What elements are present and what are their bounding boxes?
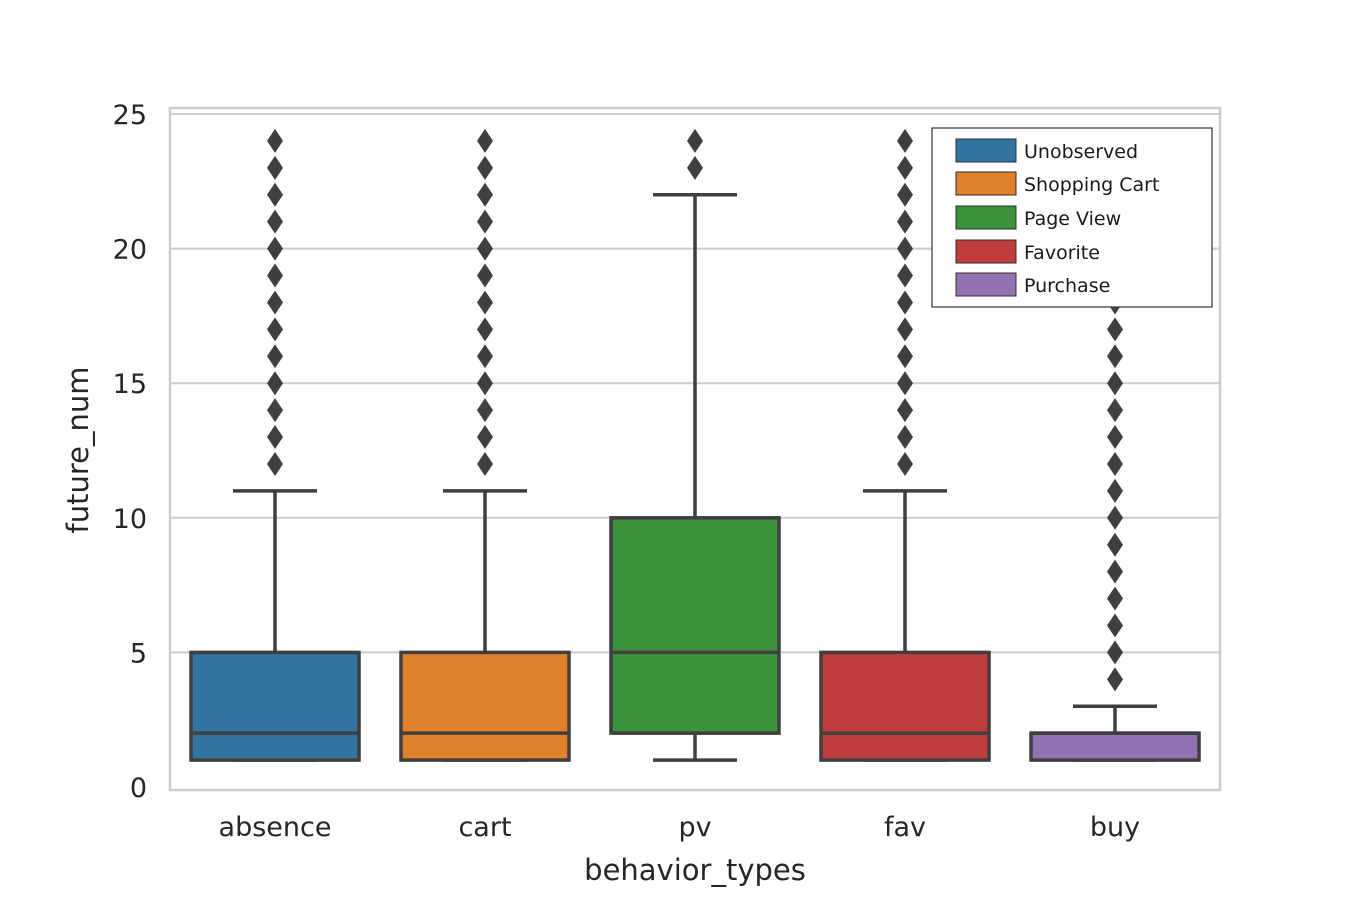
box-cart — [399, 128, 571, 762]
legend-swatch — [955, 205, 1017, 230]
box-absence — [189, 128, 361, 762]
outlier-point — [267, 263, 283, 288]
box-fav — [819, 128, 991, 762]
outlier-point — [897, 371, 913, 396]
outlier-point — [1107, 344, 1123, 369]
outlier-point — [477, 317, 493, 342]
legend-swatch — [955, 272, 1017, 297]
outlier-point — [897, 425, 913, 450]
outlier-point — [267, 425, 283, 450]
outlier-point — [267, 344, 283, 369]
outlier-point — [267, 398, 283, 423]
outlier-point — [267, 209, 283, 234]
outlier-point — [897, 128, 913, 153]
x-tick-label: fav — [884, 812, 926, 843]
legend-item: Unobserved — [955, 138, 1138, 163]
outlier-point — [1107, 371, 1123, 396]
outlier-point — [267, 236, 283, 261]
outlier-point — [477, 209, 493, 234]
legend-label: Shopping Cart — [1024, 174, 1159, 196]
outlier-point — [687, 128, 703, 153]
outlier-point — [267, 451, 283, 476]
y-tick-label: 25 — [113, 100, 147, 131]
outlier-point — [267, 317, 283, 342]
outlier-point — [1107, 317, 1123, 342]
iqr-box — [609, 516, 781, 735]
iqr-box — [819, 650, 991, 762]
outlier-point — [897, 451, 913, 476]
outlier-point — [477, 290, 493, 315]
outlier-point — [477, 155, 493, 180]
outlier-point — [477, 451, 493, 476]
x-tick-label: cart — [458, 812, 511, 843]
y-tick-label: 5 — [130, 638, 147, 669]
outlier-point — [897, 155, 913, 180]
outlier-point — [477, 425, 493, 450]
legend-swatch — [955, 239, 1017, 264]
iqr-box — [399, 650, 571, 762]
boxes-group — [189, 128, 1201, 762]
legend-item: Page View — [955, 205, 1121, 230]
outlier-point — [1107, 398, 1123, 423]
outlier-point — [477, 182, 493, 207]
outlier-point — [687, 155, 703, 180]
outlier-point — [897, 398, 913, 423]
x-tick-labels: absence cart pv fav buy — [219, 812, 1141, 843]
x-axis-label: behavior_types — [584, 853, 806, 887]
x-tick-label: absence — [219, 812, 332, 843]
outlier-point — [477, 263, 493, 288]
legend-label: Favorite — [1024, 242, 1100, 264]
outlier-point — [1107, 425, 1123, 450]
outlier-point — [1107, 586, 1123, 611]
legend-item: Shopping Cart — [955, 171, 1159, 196]
legend-item: Favorite — [955, 239, 1100, 264]
outlier-point — [897, 236, 913, 261]
outlier-point — [1107, 640, 1123, 665]
box-pv — [609, 128, 781, 762]
x-tick-label: buy — [1090, 812, 1140, 843]
legend-label: Page View — [1024, 208, 1121, 230]
iqr-box — [189, 650, 361, 762]
outlier-point — [477, 371, 493, 396]
outlier-point — [477, 344, 493, 369]
y-tick-label: 0 — [130, 773, 147, 804]
outlier-point — [897, 290, 913, 315]
outlier-point — [477, 398, 493, 423]
legend-label: Purchase — [1024, 275, 1110, 297]
y-axis-label: future_num — [61, 367, 95, 534]
legend-swatch — [955, 138, 1017, 163]
y-tick-label: 20 — [113, 235, 147, 266]
outlier-point — [267, 128, 283, 153]
outlier-point — [897, 263, 913, 288]
y-tick-labels: 0 5 10 15 20 25 — [113, 100, 147, 804]
outlier-point — [1107, 451, 1123, 476]
outlier-point — [267, 155, 283, 180]
outlier-point — [477, 128, 493, 153]
legend-item: Purchase — [955, 272, 1110, 297]
outlier-point — [897, 209, 913, 234]
outlier-point — [1107, 667, 1123, 692]
outlier-point — [267, 371, 283, 396]
outlier-point — [477, 236, 493, 261]
outlier-point — [897, 317, 913, 342]
outlier-point — [897, 344, 913, 369]
outlier-point — [1107, 559, 1123, 584]
plot-area-frame — [168, 106, 1222, 792]
legend: Unobserved Shopping Cart Page View Favorite… — [931, 127, 1213, 308]
x-tick-label: pv — [678, 812, 711, 843]
iqr-box — [1029, 731, 1201, 762]
legend-swatch — [955, 171, 1017, 196]
outlier-point — [1107, 478, 1123, 503]
outlier-point — [1107, 613, 1123, 638]
y-tick-label: 10 — [113, 504, 147, 535]
outlier-point — [1107, 505, 1123, 530]
outlier-point — [267, 182, 283, 207]
outlier-point — [267, 290, 283, 315]
outlier-point — [897, 182, 913, 207]
outlier-point — [1107, 532, 1123, 557]
legend-label: Unobserved — [1024, 141, 1138, 163]
y-tick-label: 15 — [113, 369, 147, 400]
